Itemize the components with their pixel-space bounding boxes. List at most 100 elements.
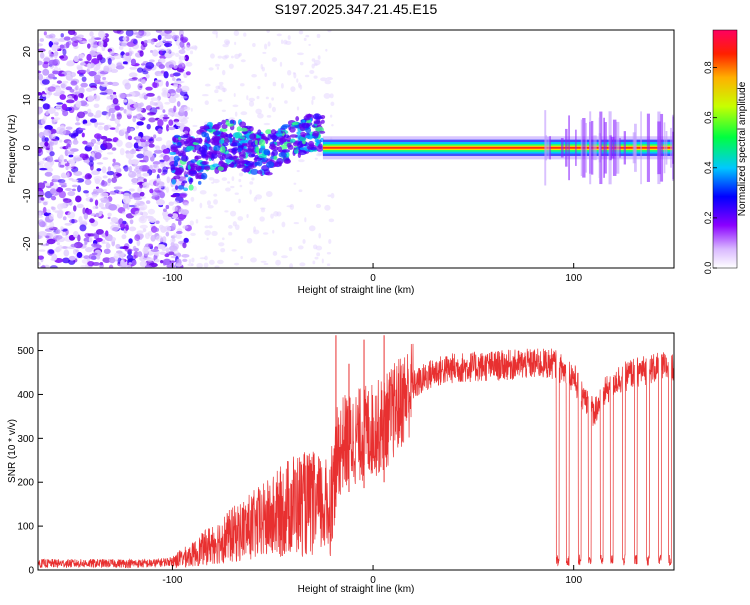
spectrogram-cell (181, 85, 190, 93)
spectrogram-cell (293, 222, 299, 225)
spectrogram-cell (88, 160, 94, 167)
spectrogram-cell (234, 192, 239, 195)
spectrogram-cell (258, 153, 267, 159)
spectrogram-cell (164, 30, 172, 34)
spectrogram-cell (280, 39, 284, 45)
spectrogram-cell (217, 99, 223, 102)
spectrogram-streak (593, 135, 597, 161)
colorbar-label: Normalized spectral amplitude (737, 81, 748, 216)
spectrogram-cell (223, 39, 231, 45)
spectrogram-streak (582, 118, 586, 178)
spectrogram-cell (95, 237, 103, 242)
spectrogram-x-tick-label: -100 (162, 273, 182, 284)
snr-y-tick-label: 100 (17, 522, 34, 533)
spectrogram-cell (68, 133, 76, 137)
spectrogram-cell (93, 94, 101, 102)
spectrogram-cell (52, 70, 60, 75)
spectrogram-cell (143, 155, 149, 163)
spectrogram-cell (148, 243, 154, 248)
spectrogram-cell (313, 63, 318, 67)
spectrogram-cell (178, 85, 181, 89)
spectrogram-cell (112, 227, 119, 232)
spectrogram-cell (175, 80, 185, 84)
spectrogram-cell (182, 225, 189, 229)
colorbar-tick-label: 0.0 (703, 262, 713, 275)
spectrogram-y-tick-label: 0 (22, 145, 33, 151)
spectrogram-cell (246, 95, 249, 100)
spectrogram-cell (327, 194, 332, 197)
spectrogram-cell (162, 37, 166, 43)
spectrogram-cell (155, 220, 160, 224)
spectrogram-cell (303, 37, 307, 42)
spectrogram-cell (158, 244, 166, 250)
spectrogram-streak (560, 138, 564, 158)
spectrogram-cell (172, 205, 178, 212)
spectrogram-streak (634, 123, 637, 172)
spectrogram-cell (225, 133, 234, 138)
spectrogram-cell (265, 129, 273, 135)
carrier-band (322, 146, 674, 149)
spectrogram-cell (159, 251, 166, 256)
spectrogram-cell (94, 133, 102, 139)
spectrogram-cell (127, 264, 132, 268)
spectrogram-y-tick-label: -20 (22, 236, 33, 251)
spectrogram-cell (95, 188, 104, 194)
spectrogram-cell (231, 176, 235, 181)
spectrogram-cell (47, 86, 56, 92)
spectrogram-cell (279, 61, 283, 67)
spectrogram-cell (315, 245, 323, 251)
spectrogram-cell (238, 178, 242, 183)
spectrogram-cell (281, 221, 286, 228)
spectrogram-cell (46, 209, 51, 214)
spectrogram-cell (156, 199, 165, 206)
spectrogram-cell (129, 219, 134, 225)
spectrogram-cell (176, 145, 182, 149)
spectrogram-cell (263, 122, 271, 126)
spectrogram-cell (221, 153, 226, 161)
spectrogram-cell (77, 234, 81, 242)
spectrogram-cell (133, 167, 140, 172)
colorbar-tick-label: 0.8 (703, 61, 713, 74)
spectrogram-cell (147, 208, 156, 215)
spectrogram-cell (298, 159, 305, 163)
spectrogram-cell (258, 139, 266, 147)
spectrogram-cell (139, 224, 148, 229)
spectrogram-frame (37, 29, 675, 269)
spectrogram-cell (218, 242, 225, 247)
spectrogram-cell (71, 218, 75, 224)
spectrogram-cell (313, 120, 321, 125)
spectrogram-cell (240, 111, 248, 116)
spectrogram-cell (188, 170, 198, 175)
spectrogram-cell (293, 182, 297, 185)
spectrogram-cell (84, 179, 92, 186)
spectrogram-cell (87, 95, 94, 103)
spectrogram-cell (190, 159, 198, 163)
spectrogram-cell (109, 256, 116, 264)
spectrogram-cell (83, 123, 92, 126)
spectrogram-cell (305, 127, 312, 134)
spectrogram-cell (296, 106, 300, 111)
spectrogram-cell (93, 74, 101, 80)
spectrogram-cell (55, 105, 60, 109)
spectrogram-cell (80, 82, 88, 88)
spectrogram-cell (203, 165, 211, 171)
spectrogram-cell (299, 137, 307, 142)
spectrogram-cell (49, 181, 54, 187)
spectrogram-cell (38, 48, 46, 52)
spectrogram-cell (74, 122, 81, 126)
spectrogram-cell (81, 259, 89, 264)
spectrogram-cell (38, 43, 43, 47)
spectrogram-cell (315, 203, 322, 209)
spectrogram-cell (207, 205, 214, 209)
spectrogram-cell (240, 139, 248, 144)
spectrogram-cell (260, 260, 267, 263)
spectrogram-cell (170, 164, 176, 171)
spectrogram-cell (197, 180, 202, 185)
spectrogram-cell (180, 118, 188, 125)
spectrogram-streak (619, 137, 621, 158)
spectrogram-cell (255, 194, 263, 200)
spectrogram-cell (233, 155, 238, 162)
spectrogram-streak (549, 136, 551, 160)
spectrogram-cell (148, 59, 155, 63)
spectrogram-cell (277, 146, 282, 152)
